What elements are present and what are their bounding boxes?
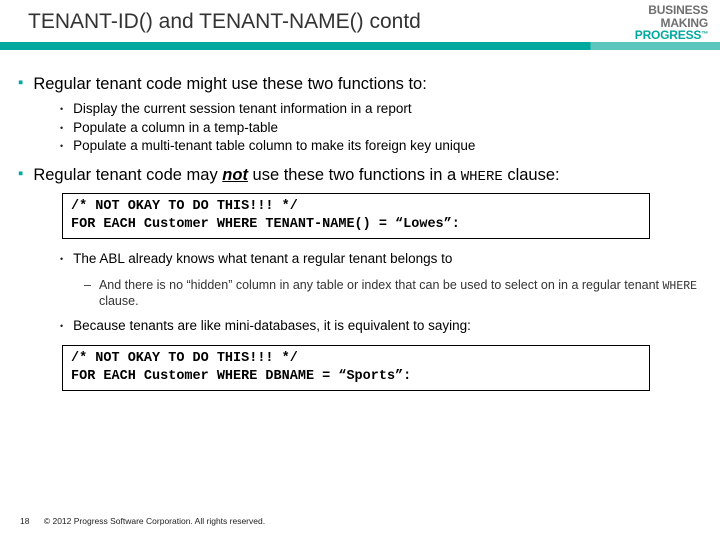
sub-sub-text: And there is no “hidden” column in any t… bbox=[99, 278, 702, 310]
dot-icon: • bbox=[60, 141, 63, 152]
code-box-1: /* NOT OKAY TO DO THIS!!! */ FOR EACH Cu… bbox=[62, 193, 650, 239]
dot-icon: • bbox=[60, 104, 63, 115]
dot-icon: • bbox=[60, 321, 63, 332]
content: ▪ Regular tenant code might use these tw… bbox=[0, 50, 720, 391]
logo: BUSINESS MAKING PROGRESS™ bbox=[635, 4, 708, 42]
main-bullet-2: ▪ Regular tenant code may not use these … bbox=[18, 165, 702, 187]
page-number: 18 bbox=[20, 516, 29, 526]
sub-bullets-2: • The ABL already knows what tenant a re… bbox=[60, 251, 702, 268]
square-bullet-icon: ▪ bbox=[18, 74, 23, 93]
sub-bullet: • Because tenants are like mini-database… bbox=[60, 318, 702, 335]
sub-bullets-3: • Because tenants are like mini-database… bbox=[60, 318, 702, 335]
dot-icon: • bbox=[60, 123, 63, 134]
code-line: FOR EACH Customer WHERE DBNAME = “Sports… bbox=[71, 368, 641, 386]
code-line: /* NOT OKAY TO DO THIS!!! */ bbox=[71, 350, 641, 368]
sub-bullet: • Populate a multi-tenant table column t… bbox=[60, 138, 702, 155]
sub-bullets-1: • Display the current session tenant inf… bbox=[60, 101, 702, 156]
code-box-2: /* NOT OKAY TO DO THIS!!! */ FOR EACH Cu… bbox=[62, 345, 650, 391]
slide-title: TENANT-ID() and TENANT-NAME() contd bbox=[28, 10, 720, 34]
accent-bar bbox=[0, 42, 720, 50]
code-line: /* NOT OKAY TO DO THIS!!! */ bbox=[71, 198, 641, 216]
bullet2-text: Regular tenant code may not use these tw… bbox=[33, 165, 559, 187]
dash-icon: – bbox=[84, 278, 91, 294]
sub-sub-bullet: – And there is no “hidden” column in any… bbox=[84, 278, 702, 310]
dot-icon: • bbox=[60, 254, 63, 265]
sub-bullet: • Populate a column in a temp-table bbox=[60, 120, 702, 137]
copyright-text: © 2012 Progress Software Corporation. Al… bbox=[44, 516, 265, 526]
code-line: FOR EACH Customer WHERE TENANT-NAME() = … bbox=[71, 216, 641, 234]
sub-bullet: • Display the current session tenant inf… bbox=[60, 101, 702, 118]
logo-line-1: BUSINESS bbox=[635, 4, 708, 17]
footer: 18 © 2012 Progress Software Corporation.… bbox=[20, 516, 265, 526]
square-bullet-icon: ▪ bbox=[18, 165, 23, 184]
title-area: TENANT-ID() and TENANT-NAME() contd bbox=[0, 0, 720, 42]
logo-line-3: PROGRESS™ bbox=[635, 29, 708, 42]
main-bullet-1: ▪ Regular tenant code might use these tw… bbox=[18, 74, 702, 95]
sub-bullet: • The ABL already knows what tenant a re… bbox=[60, 251, 702, 268]
